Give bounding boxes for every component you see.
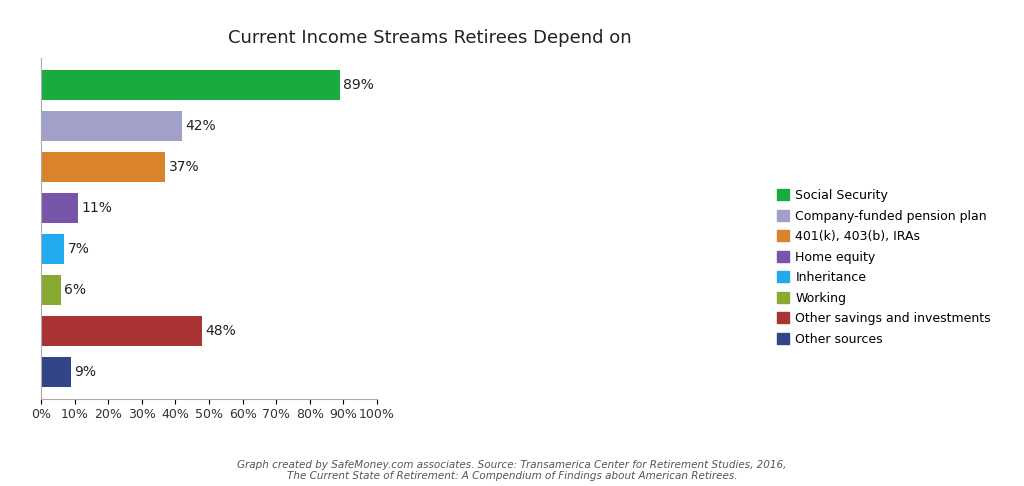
- Text: 48%: 48%: [206, 324, 237, 338]
- Bar: [41, 234, 65, 264]
- Text: 7%: 7%: [68, 242, 90, 256]
- Text: Graph created by SafeMoney.com associates. Source: Transamerica Center for Retir: Graph created by SafeMoney.com associate…: [238, 460, 786, 481]
- Text: 11%: 11%: [81, 201, 113, 215]
- Legend: Social Security, Company-funded pension plan, 401(k), 403(b), IRAs, Home equity,: Social Security, Company-funded pension …: [770, 183, 997, 352]
- Text: Current Income Streams Retirees Depend on: Current Income Streams Retirees Depend o…: [228, 29, 632, 47]
- Bar: [41, 357, 72, 387]
- Text: 42%: 42%: [185, 119, 216, 133]
- Bar: [41, 69, 340, 100]
- Bar: [41, 111, 182, 141]
- Text: 6%: 6%: [65, 283, 86, 297]
- Bar: [41, 315, 203, 346]
- Text: 89%: 89%: [343, 78, 375, 92]
- Bar: [41, 192, 78, 223]
- Bar: [41, 275, 61, 305]
- Text: 37%: 37%: [169, 160, 200, 174]
- Bar: [41, 152, 165, 182]
- Text: 9%: 9%: [75, 365, 96, 379]
